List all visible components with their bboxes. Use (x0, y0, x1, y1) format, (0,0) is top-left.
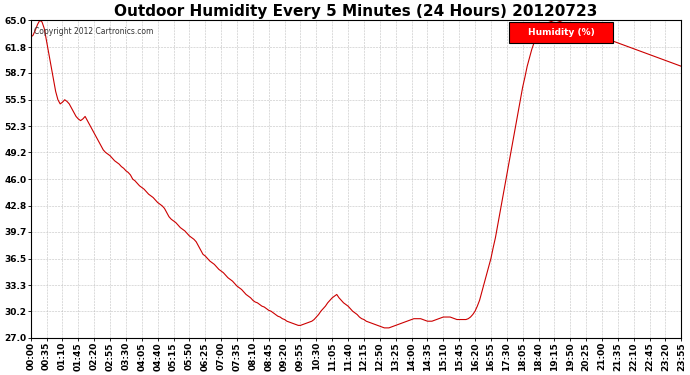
Title: Outdoor Humidity Every 5 Minutes (24 Hours) 20120723: Outdoor Humidity Every 5 Minutes (24 Hou… (115, 4, 598, 19)
Text: Humidity (%): Humidity (%) (528, 28, 594, 37)
FancyBboxPatch shape (509, 22, 613, 43)
Text: Copyright 2012 Cartronics.com: Copyright 2012 Cartronics.com (34, 27, 153, 36)
